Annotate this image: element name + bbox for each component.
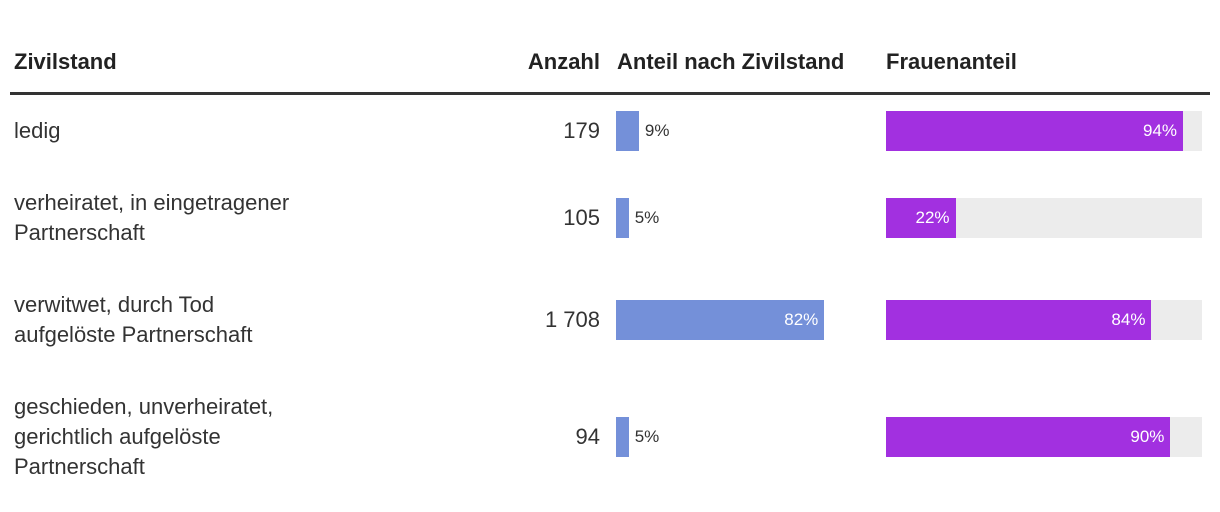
share-bar [616, 417, 629, 457]
share-label: 82% [784, 310, 819, 329]
column-header: Anzahl [527, 49, 600, 74]
row-label: aufgelöste Partnerschaft [14, 322, 253, 347]
column-header: Frauenanteil [886, 49, 1017, 74]
row-label: ledig [14, 118, 61, 143]
row-label: verwitwet, durch Tod [14, 292, 215, 317]
women-label: 84% [1111, 310, 1146, 329]
header-rule [10, 92, 1210, 95]
women-bar [886, 111, 1184, 151]
share-label: 5% [634, 208, 660, 227]
women-bar [886, 198, 956, 238]
row-label: Partnerschaft [14, 454, 145, 479]
row-label: gerichtlich aufgelöste [14, 424, 221, 449]
women-label: 90% [1130, 427, 1165, 446]
column-header: Anteil nach Zivilstand [617, 49, 845, 74]
count: 1 708 [544, 307, 600, 332]
share-bar [616, 300, 825, 340]
row-label: verheiratet, in eingetragener [14, 190, 290, 215]
count: 179 [563, 118, 600, 143]
share-label: 9% [644, 121, 670, 140]
share-label: 5% [634, 427, 660, 446]
women-bar [886, 417, 1171, 457]
women-bar [886, 300, 1152, 340]
women-label: 22% [915, 208, 950, 227]
share-bar [616, 198, 629, 238]
row-label: geschieden, unverheiratet, [14, 394, 274, 419]
row-label: Partnerschaft [14, 220, 145, 245]
share-bar [616, 111, 639, 151]
column-header: Zivilstand [14, 49, 117, 74]
count: 105 [563, 205, 600, 230]
women-label: 94% [1143, 121, 1178, 140]
count: 94 [575, 424, 600, 449]
